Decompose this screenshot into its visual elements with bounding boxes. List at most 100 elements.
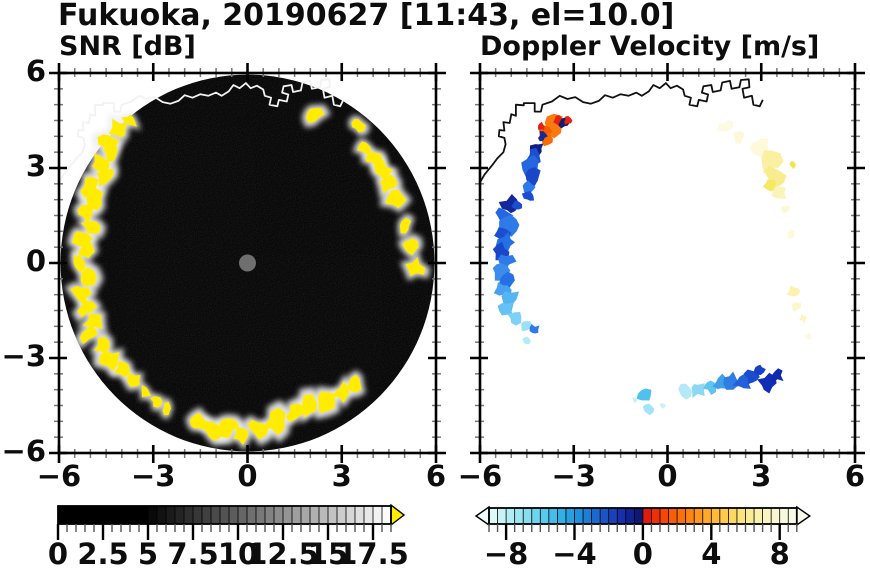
- doppler-echo-blob: [791, 302, 802, 312]
- doppler-echo-blob: [723, 371, 739, 390]
- snr-clutter-blob: [91, 153, 110, 173]
- colorbar-over-arrow: [796, 505, 812, 527]
- snr-clutter-blob: [99, 349, 120, 371]
- y-tick-label: 6: [25, 54, 46, 88]
- doppler-echo-blob: [761, 150, 784, 174]
- colorbar-under-arrow: [474, 505, 490, 527]
- doppler-colorbar: [474, 505, 812, 540]
- y-tick-label: 0: [25, 244, 46, 278]
- snr-clutter-blob: [150, 396, 163, 408]
- doppler-echo-blob: [537, 121, 545, 131]
- snr-clutter-blob: [70, 285, 92, 305]
- doppler-x-tick-label: −6: [457, 459, 503, 493]
- snr-x-tick-label: 6: [425, 459, 447, 493]
- snr-clutter-blob: [302, 394, 317, 418]
- snr-panel: [59, 74, 435, 452]
- snr-colorbar-label: 12.5: [247, 537, 319, 570]
- doppler-echo-blob: [495, 207, 514, 222]
- doppler-axes-frame: [470, 63, 865, 463]
- doppler-colorbar-label: 8: [769, 537, 790, 570]
- snr-clutter-blob: [103, 143, 118, 163]
- snr-x-tick-label: 3: [331, 459, 352, 493]
- doppler-echo-blob: [703, 380, 717, 395]
- snr-clutter-blob: [113, 360, 130, 377]
- snr-clutter-blob: [77, 204, 94, 224]
- snr-clutter-blob: [332, 380, 350, 403]
- snr-x-tick-label: −3: [131, 459, 176, 493]
- doppler-echo-blob: [632, 397, 638, 403]
- doppler-echo-blob: [786, 285, 801, 297]
- doppler-echo-blob: [511, 200, 523, 210]
- snr-clutter-blob: [121, 114, 137, 127]
- snr-clutter-blob: [82, 313, 103, 329]
- doppler-echo-blob: [787, 229, 795, 239]
- snr-clutter-blob: [72, 231, 94, 247]
- snr-clutter-blob: [73, 255, 86, 273]
- snr-clutter-blob: [202, 420, 223, 441]
- doppler-echo-blob: [805, 331, 812, 340]
- coastline: [480, 78, 764, 183]
- doppler-panel: [480, 78, 812, 416]
- snr-panel-title: SNR [dB]: [59, 31, 196, 62]
- snr-clutter-blob: [405, 256, 426, 277]
- doppler-echo-blob: [771, 368, 784, 383]
- snr-clutter-blob: [347, 374, 362, 393]
- snr-clutter-blob: [357, 141, 372, 155]
- doppler-panel-title: Doppler Velocity [m/s]: [480, 31, 820, 62]
- snr-clutter-blob: [79, 325, 98, 344]
- doppler-echo-blob: [712, 373, 728, 389]
- snr-colorbar-label: 7.5: [167, 537, 219, 570]
- doppler-colorbar-label: −8: [483, 537, 529, 570]
- doppler-echo-blob: [732, 374, 751, 389]
- doppler-x-tick-label: 6: [844, 459, 866, 493]
- snr-colorbar-label: 5: [137, 537, 159, 570]
- doppler-echo-blob: [497, 302, 514, 316]
- snr-colorbar-label: 17.5: [337, 537, 409, 570]
- snr-clutter-blob: [96, 168, 114, 187]
- doppler-echo-blob: [522, 336, 531, 345]
- doppler-echo-blob: [564, 116, 573, 125]
- doppler-echo-blob: [498, 194, 519, 214]
- doppler-echo-blob: [732, 130, 745, 144]
- doppler-echo-blob: [659, 403, 666, 409]
- snr-clutter-blob: [126, 373, 141, 387]
- doppler-echo-blob: [762, 179, 777, 192]
- doppler-echo-blob: [789, 161, 796, 170]
- y-tick-label: −6: [1, 434, 46, 468]
- snr-clutter-blob: [305, 108, 325, 123]
- y-tick-label: −3: [1, 339, 46, 373]
- snr-colorbar: [56, 503, 406, 540]
- snr-clutter-blob: [385, 189, 407, 209]
- snr-clutter-blob: [189, 412, 207, 429]
- snr-colorbar-label: 15: [307, 537, 349, 570]
- figure-title: Fukuoka, 20190627 [11:43, el=10.0]: [58, 0, 675, 33]
- doppler-colorbar-label: 0: [632, 537, 653, 570]
- snr-clutter-blob: [93, 336, 110, 352]
- snr-clutter-blob: [317, 391, 336, 413]
- snr-axes-frame: [49, 63, 446, 463]
- doppler-colorbar-label: −4: [552, 537, 597, 570]
- doppler-echo-blob: [525, 167, 541, 186]
- doppler-echo-blob: [691, 383, 705, 398]
- doppler-echo-blob: [492, 263, 511, 281]
- snr-clutter-blob: [141, 385, 151, 398]
- doppler-echo-blob: [764, 165, 787, 188]
- doppler-echo-blob: [642, 403, 655, 416]
- doppler-echo-blob: [522, 180, 536, 194]
- radar-origin-dot: [239, 254, 256, 272]
- doppler-echo-blob: [521, 191, 535, 201]
- doppler-x-tick-label: 0: [657, 459, 678, 493]
- doppler-colorbar-label: 4: [701, 537, 722, 570]
- snr-colorbar-label: 0: [47, 537, 69, 570]
- snr-colorbar-label: 10: [217, 537, 259, 570]
- doppler-echo-blob: [538, 131, 548, 142]
- snr-x-tick-label: 0: [237, 459, 258, 493]
- snr-clutter-blob: [263, 407, 286, 436]
- snr-clutter-blob: [233, 426, 249, 446]
- doppler-x-tick-label: −3: [551, 459, 596, 493]
- snr-clutter-blob: [380, 174, 398, 194]
- doppler-x-tick-label: 3: [751, 459, 772, 493]
- snr-clutter-blob: [219, 418, 240, 439]
